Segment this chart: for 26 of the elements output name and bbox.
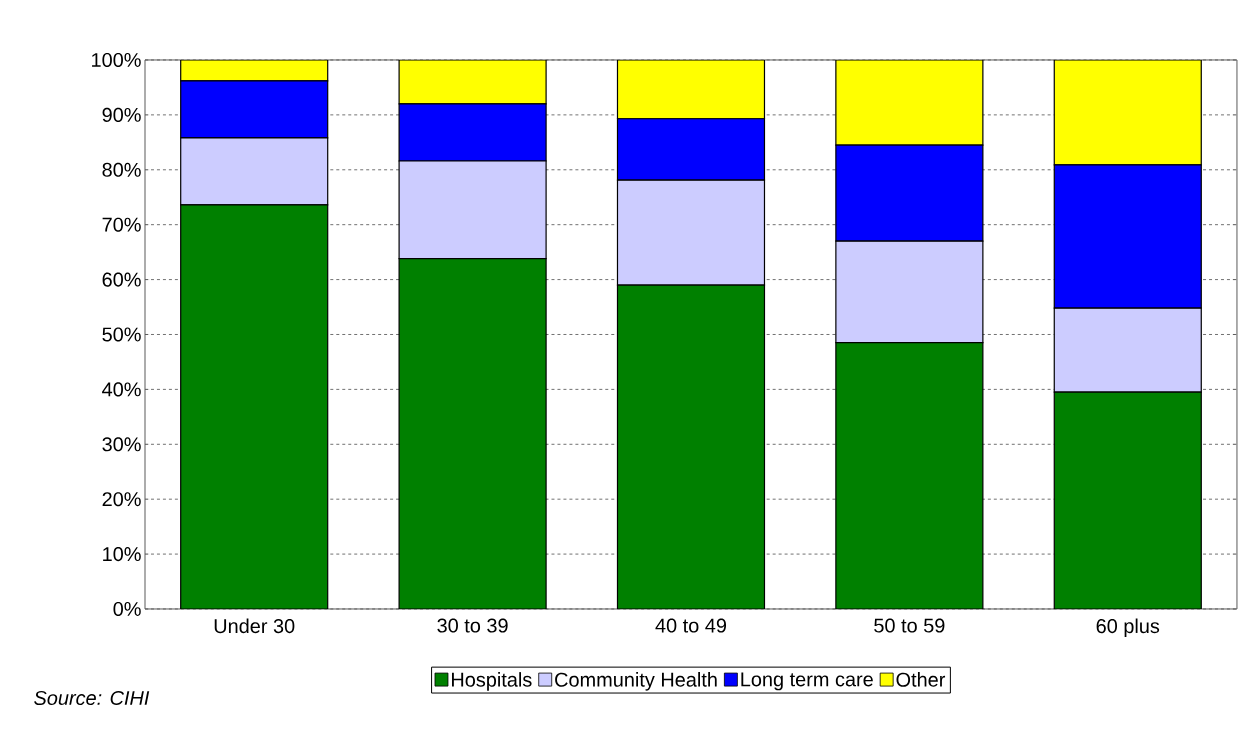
x-tick-label: 40 to 49 — [655, 618, 727, 633]
y-tick-label: 10% — [103, 547, 141, 562]
x-tick-label: 30 to 39 — [437, 618, 508, 633]
bar — [180, 59, 329, 82]
y-tick-label: 80% — [102, 162, 141, 177]
y-tick-label: 20% — [102, 492, 141, 507]
y-tick-label: 50% — [102, 327, 141, 342]
y-tick-label: 100% — [92, 52, 141, 68]
y-tick-label: 30% — [102, 437, 141, 452]
y-tick-label: 0% — [113, 601, 141, 617]
y-tick-label: 70% — [102, 217, 141, 232]
y-tick-label: 60% — [102, 272, 141, 287]
bar — [398, 59, 547, 105]
bar — [616, 59, 766, 120]
bar — [1053, 59, 1202, 166]
x-tick-label: 50 to 59 — [874, 618, 945, 633]
legend-label: Community Health — [555, 672, 717, 691]
y-tick-label: 90% — [102, 107, 141, 122]
bar — [835, 59, 984, 146]
legend-label: Long term care — [741, 672, 873, 691]
x-tick-label: Under 30 — [214, 618, 295, 634]
legend-label: Hospitals — [452, 672, 532, 691]
legend-label: Other — [896, 672, 946, 687]
source-note: Source: CIHI — [34, 690, 150, 706]
x-tick-label: 60 plus — [1096, 618, 1160, 638]
y-tick-label: 40% — [102, 382, 141, 397]
